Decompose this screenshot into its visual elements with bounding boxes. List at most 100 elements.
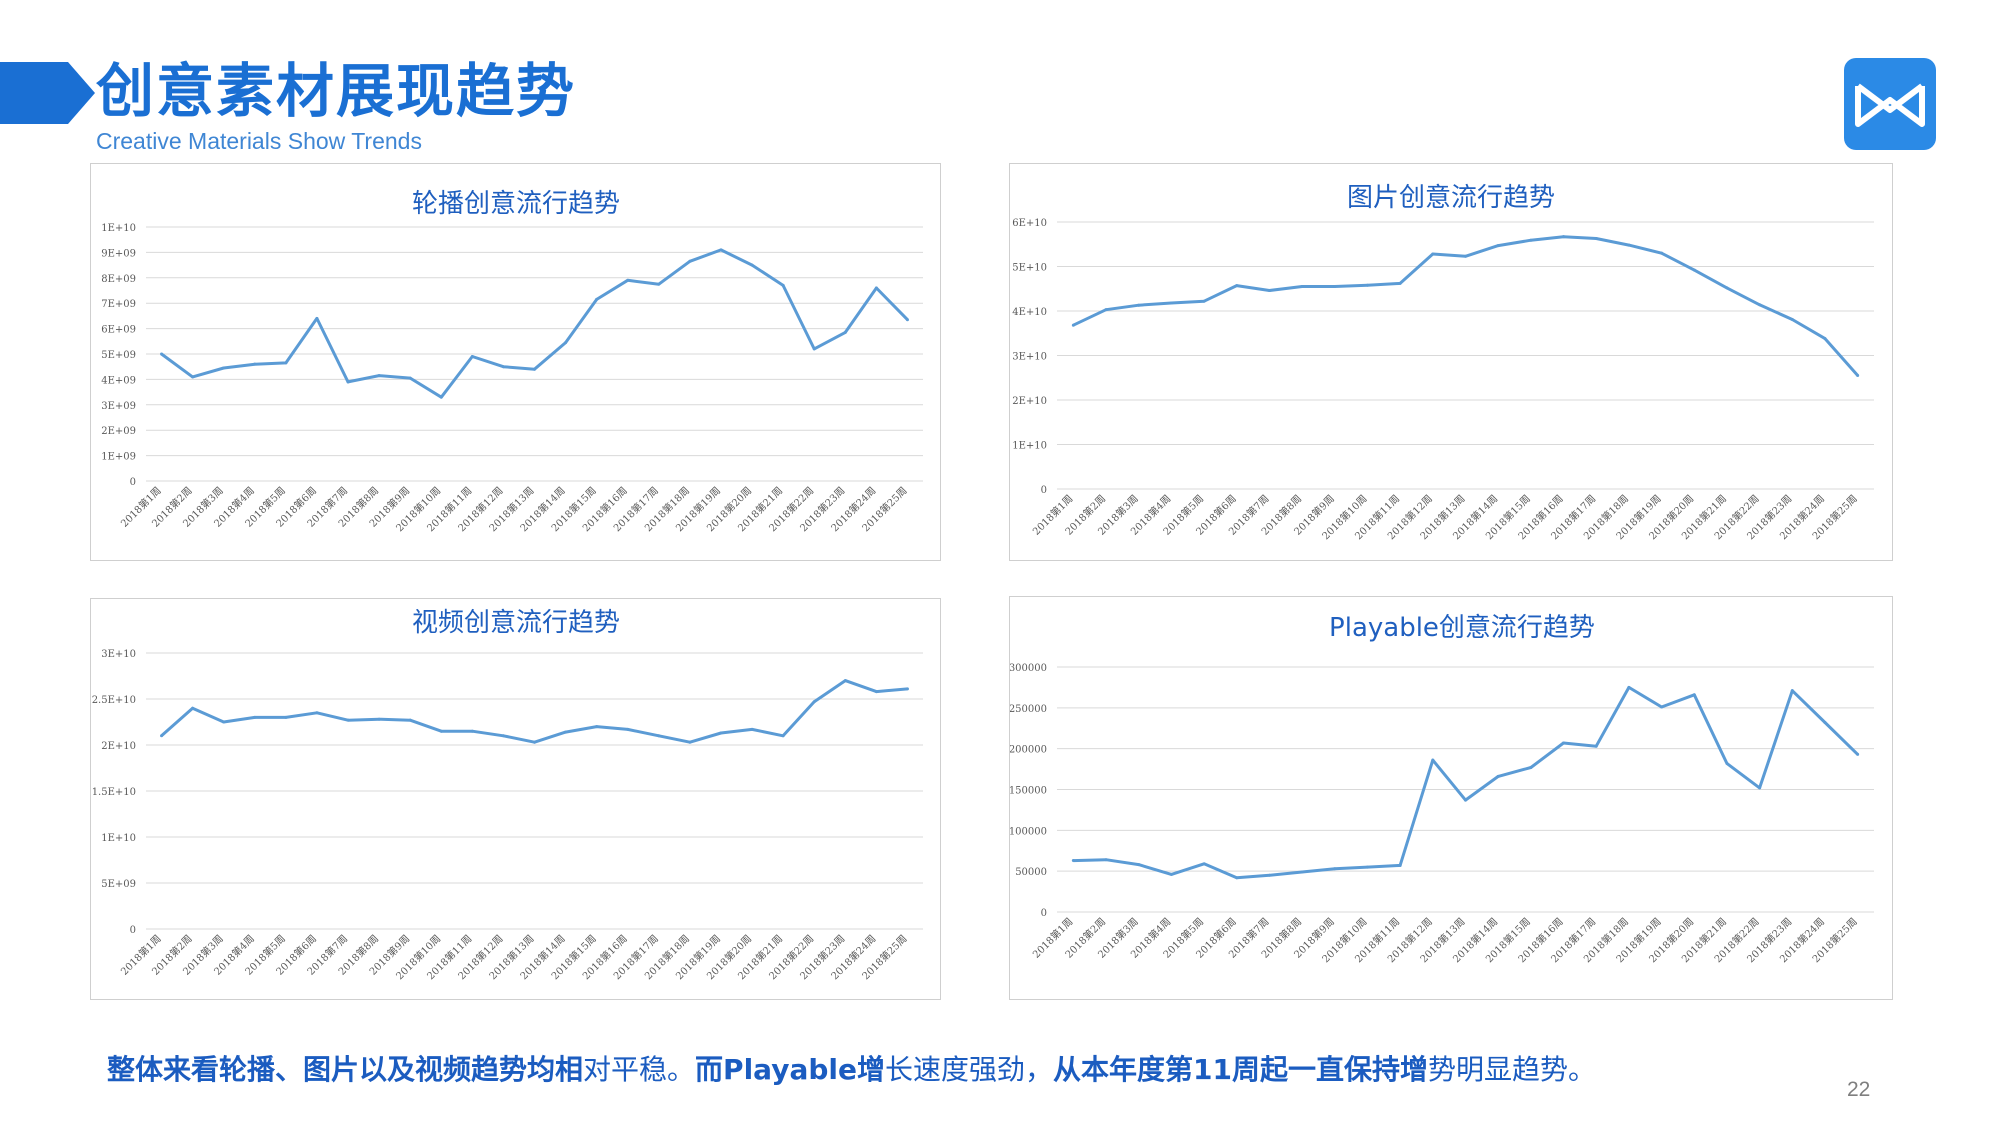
y-tick-label: 2E+10	[101, 741, 136, 752]
data-point	[160, 352, 164, 356]
data-point	[1431, 252, 1435, 256]
y-tick-label: 5E+09	[101, 879, 136, 890]
data-point	[1431, 758, 1435, 762]
data-point	[1529, 238, 1533, 242]
data-point	[222, 366, 226, 370]
data-point	[408, 376, 412, 380]
data-point	[1071, 859, 1075, 863]
data-point	[1202, 299, 1206, 303]
data-point	[1725, 761, 1729, 765]
y-tick-label: 0	[1041, 908, 1047, 919]
y-tick-label: 6E+09	[101, 325, 136, 336]
data-point	[1594, 236, 1598, 240]
data-point	[439, 395, 443, 399]
data-point	[657, 734, 661, 738]
data-point	[284, 361, 288, 365]
y-tick-label: 1.5E+10	[92, 787, 136, 798]
data-point	[564, 730, 568, 734]
data-point	[905, 318, 909, 322]
y-tick-label: 6E+10	[1012, 218, 1047, 229]
data-point	[1562, 235, 1566, 239]
data-point	[750, 727, 754, 731]
data-point	[408, 718, 412, 722]
data-point	[1071, 323, 1075, 327]
summary-part: 相	[555, 1053, 584, 1086]
data-point	[1790, 689, 1794, 693]
chart-title: 图片创意流行趋势	[1347, 183, 1555, 213]
data-point	[1235, 284, 1239, 288]
data-point	[222, 720, 226, 724]
data-point	[626, 278, 630, 282]
y-tick-label: 3E+10	[1012, 352, 1047, 363]
data-point	[1464, 254, 1467, 258]
data-point	[1856, 374, 1860, 378]
data-point	[1169, 301, 1173, 305]
data-point	[1137, 303, 1141, 307]
summary-part: 对平稳。	[583, 1053, 696, 1086]
series-line	[1073, 685, 1859, 880]
chart-svg: 轮播创意流行趋势 0 1E+09 2E+09 3E+09 4E+09 5E+09 6E+09 7…	[101, 189, 923, 534]
data-point	[595, 725, 599, 729]
data-point	[1823, 721, 1827, 725]
y-tick-label: 9E+09	[101, 248, 136, 259]
data-point	[253, 362, 257, 366]
data-point	[688, 259, 692, 263]
data-point	[1202, 862, 1206, 866]
data-point	[1267, 873, 1271, 877]
data-point	[1594, 744, 1598, 748]
data-point	[595, 297, 599, 301]
data-point	[1692, 268, 1696, 272]
data-point	[1627, 685, 1631, 689]
data-point	[719, 248, 723, 252]
data-point	[377, 374, 381, 378]
data-point	[843, 679, 847, 683]
summary-part: 从本年度第11周起一直保持增	[1053, 1053, 1428, 1086]
data-point	[1104, 308, 1108, 312]
y-tick-label: 3E+10	[101, 649, 136, 660]
data-point	[315, 711, 319, 715]
data-point	[1365, 283, 1369, 287]
summary-part: 势明显趋势。	[1427, 1053, 1596, 1086]
data-point	[1790, 317, 1794, 321]
data-point	[812, 700, 816, 704]
data-point	[812, 347, 816, 351]
data-point	[843, 330, 847, 334]
y-tick-label: 100000	[1010, 826, 1047, 837]
y-tick-label: 300000	[1010, 663, 1047, 674]
data-point	[253, 715, 257, 719]
data-point	[657, 282, 661, 286]
y-tick-label: 1E+09	[101, 452, 136, 463]
data-point	[564, 341, 568, 345]
video-trend-chart: 视频创意流行趋势 0 5E+09 1E+10 1.5E+10 2E+10 2.5E+10 3E…	[90, 598, 941, 1000]
carousel-trend-chart: 轮播创意流行趋势 0 1E+09 2E+09 3E+09 4E+09 5E+09 6E+09 7…	[90, 163, 941, 561]
y-tick-label: 1E+10	[101, 833, 136, 844]
data-point	[1496, 774, 1500, 778]
header-arrow-shape	[0, 62, 95, 124]
data-point	[1856, 752, 1860, 756]
page-subtitle: Creative Materials Show Trends	[96, 128, 422, 154]
data-point	[1758, 786, 1762, 790]
brand-logo-icon	[1844, 58, 1936, 150]
data-point	[1267, 289, 1271, 293]
summary-part: 长速度强劲，	[884, 1053, 1053, 1086]
data-point	[1627, 243, 1631, 247]
data-point	[750, 263, 754, 267]
data-point	[1692, 693, 1696, 697]
data-point	[191, 375, 195, 379]
y-tick-label: 2.5E+10	[92, 695, 136, 706]
data-point	[626, 727, 630, 731]
data-point	[874, 286, 878, 290]
data-point	[719, 731, 723, 735]
data-point	[377, 717, 381, 721]
data-point	[1398, 863, 1402, 867]
y-tick-label: 5E+09	[101, 350, 136, 361]
y-tick-label: 0	[130, 925, 136, 936]
data-point	[501, 365, 505, 369]
y-tick-label: 4E+10	[1012, 307, 1047, 318]
data-point	[1169, 872, 1173, 876]
data-point	[315, 316, 319, 320]
data-point	[1660, 705, 1664, 709]
data-point	[1235, 876, 1239, 880]
data-point	[346, 718, 350, 722]
data-point	[781, 283, 785, 287]
